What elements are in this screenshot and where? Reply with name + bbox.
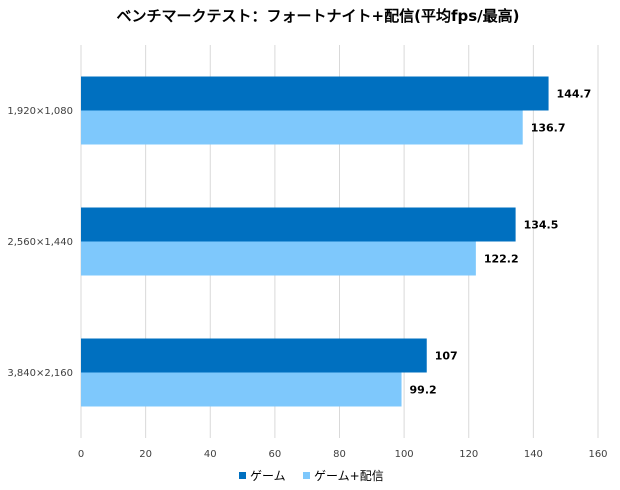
legend-label-0: ゲーム (250, 469, 286, 483)
legend: ゲーム ゲーム+配信 (239, 469, 384, 483)
category-label-0: 1,920×1,080 (7, 106, 73, 117)
x-tick-label-5: 100 (395, 449, 414, 460)
category-labels: 1,920×1,080 2,560×1,440 3,840×2,160 (7, 106, 73, 379)
x-tick-label-3: 60 (269, 449, 282, 460)
x-tick-label-4: 80 (333, 449, 346, 460)
value-label-s0-c2: 107 (435, 350, 458, 363)
x-tick-label-7: 140 (524, 449, 543, 460)
x-tick-label-6: 120 (459, 449, 478, 460)
bar-s0-c1 (81, 207, 516, 242)
bar-s0-c0 (81, 76, 549, 111)
bar-s1-c2 (81, 372, 402, 407)
category-label-1: 2,560×1,440 (7, 237, 73, 248)
x-tick-label-8: 160 (588, 449, 607, 460)
bar-s0-c2 (81, 338, 427, 373)
value-labels: 144.7 136.7 134.5 122.2 107 99.2 (410, 88, 592, 397)
category-label-2: 3,840×2,160 (7, 368, 73, 379)
value-label-s0-c0: 144.7 (557, 88, 592, 101)
chart-title: ベンチマークテスト：フォートナイト+配信(平均fps/最高) (117, 7, 520, 25)
value-label-s1-c2: 99.2 (410, 384, 437, 397)
value-label-s0-c1: 134.5 (524, 219, 559, 232)
x-tick-labels: 0 20 40 60 80 100 120 140 160 (78, 449, 608, 460)
value-label-s1-c1: 122.2 (484, 253, 519, 266)
legend-swatch-1 (303, 472, 310, 479)
x-tick-label-2: 40 (204, 449, 217, 460)
legend-label-1: ゲーム+配信 (314, 469, 384, 483)
legend-swatch-0 (239, 472, 246, 479)
bars (81, 76, 549, 407)
value-label-s1-c0: 136.7 (531, 122, 566, 135)
bar-s1-c0 (81, 110, 523, 145)
bar-s1-c1 (81, 241, 476, 276)
x-tick-label-0: 0 (78, 449, 84, 460)
x-tick-label-1: 20 (139, 449, 152, 460)
